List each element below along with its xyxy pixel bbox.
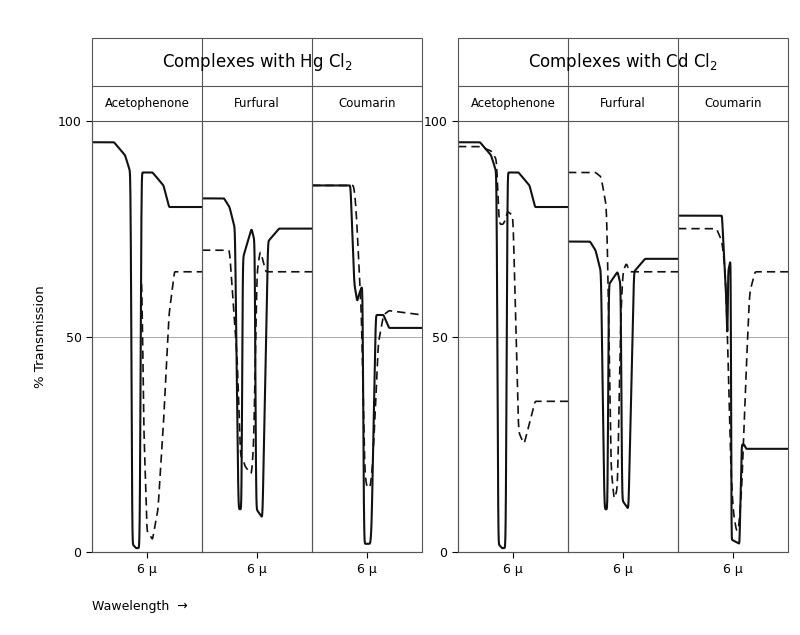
Text: Complexes with Cd Cl$_2$: Complexes with Cd Cl$_2$ bbox=[528, 51, 718, 73]
Text: Acetophenone: Acetophenone bbox=[105, 97, 190, 110]
Text: Coumarin: Coumarin bbox=[338, 97, 396, 110]
Text: Furfural: Furfural bbox=[234, 97, 280, 110]
Text: Wawelength  →: Wawelength → bbox=[92, 600, 188, 613]
Text: % Transmission: % Transmission bbox=[34, 285, 46, 388]
Text: Acetophenone: Acetophenone bbox=[470, 97, 555, 110]
Text: Coumarin: Coumarin bbox=[704, 97, 762, 110]
Text: Complexes with Hg Cl$_2$: Complexes with Hg Cl$_2$ bbox=[162, 51, 353, 73]
Text: Furfural: Furfural bbox=[600, 97, 646, 110]
